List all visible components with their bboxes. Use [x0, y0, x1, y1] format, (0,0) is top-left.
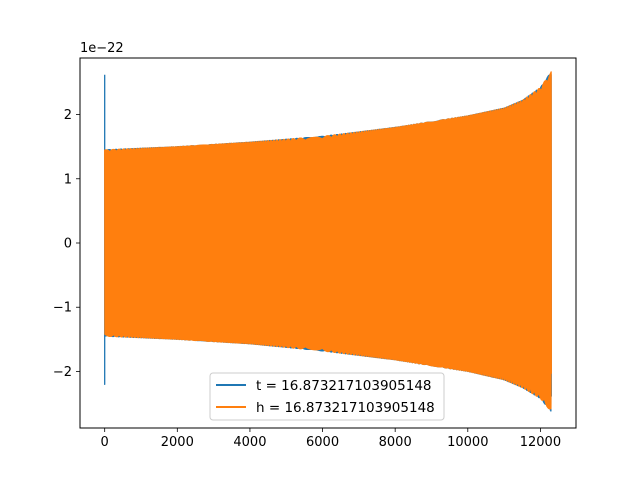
- legend-box: [209, 372, 445, 421]
- y-tick-label: 0: [64, 237, 72, 252]
- series-line-1: [104, 71, 552, 410]
- y-tick-label: 2: [64, 108, 72, 123]
- legend-label-h: h = 16.873217103905148: [256, 400, 435, 416]
- x-tick-label: 6000: [306, 435, 339, 450]
- y-tick-label: −1: [53, 301, 72, 316]
- x-tick-label: 2000: [161, 435, 194, 450]
- legend: t = 16.873217103905148 h = 16.8732171039…: [209, 372, 445, 421]
- y-tick-label: −2: [53, 365, 72, 380]
- x-tick-label: 4000: [233, 435, 266, 450]
- y-tick-label: 1: [64, 172, 72, 187]
- x-tick-label: 12000: [520, 435, 561, 450]
- series-layer: [104, 71, 552, 412]
- x-tick-label: 0: [101, 435, 109, 450]
- x-tick-label: 8000: [379, 435, 412, 450]
- x-axis: 0 2000 4000 6000 8000 10000 12000: [101, 428, 561, 450]
- y-axis: −2 −1 0 1 2: [53, 108, 80, 380]
- legend-label-t: t = 16.873217103905148: [256, 378, 432, 394]
- y-axis-offset-label: 1e−22: [80, 41, 124, 56]
- x-tick-label: 10000: [447, 435, 488, 450]
